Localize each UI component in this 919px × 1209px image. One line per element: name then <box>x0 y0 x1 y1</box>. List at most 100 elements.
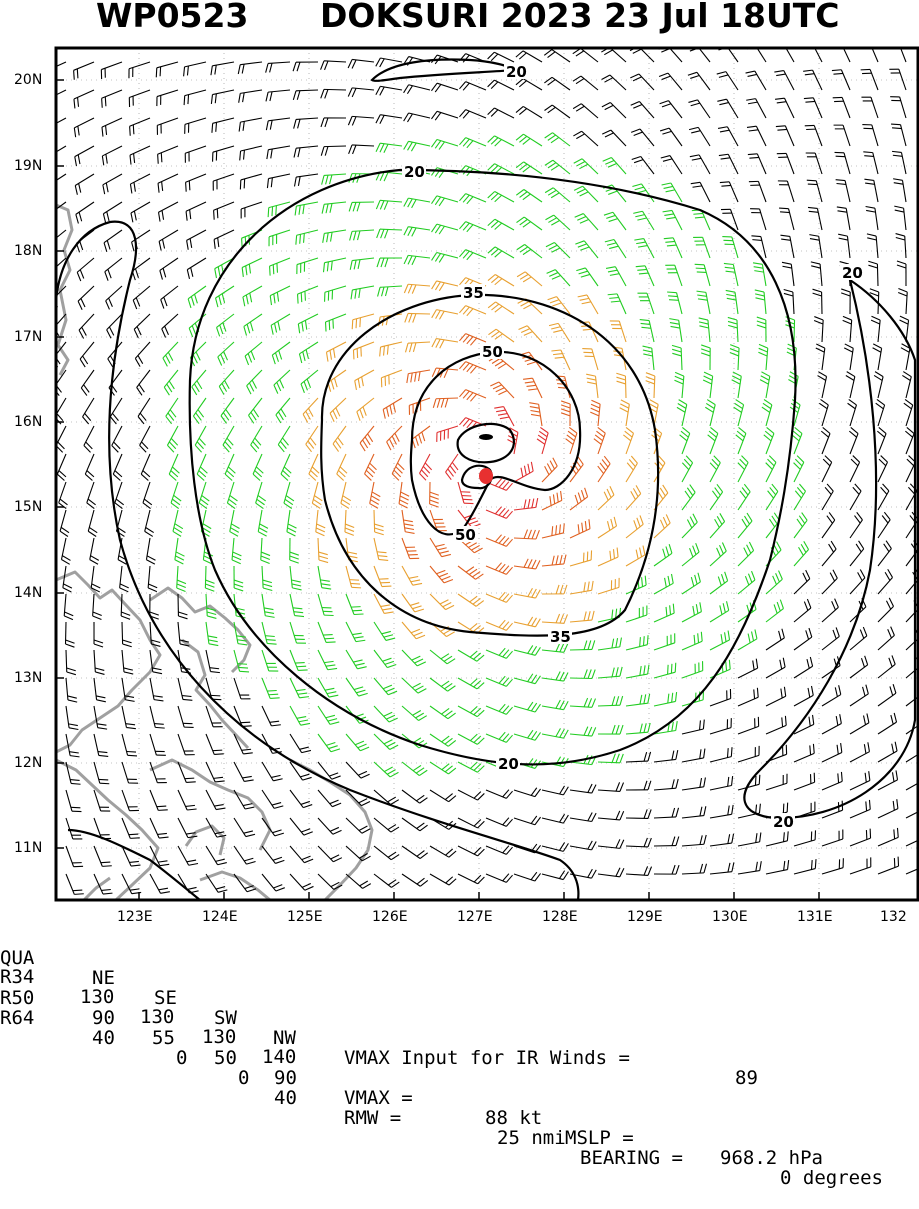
wind-barb-feather <box>292 584 301 586</box>
wind-barb-feather <box>126 724 135 725</box>
wind-barb-feather <box>165 326 169 335</box>
wind-barb-feather <box>888 569 893 577</box>
wind-barb <box>101 62 122 70</box>
wind-barb-feather <box>874 375 882 380</box>
wind-barb <box>626 645 647 650</box>
wind-barb-feather <box>690 548 693 557</box>
wind-barb-feather <box>728 834 730 843</box>
wind-barb-feather <box>578 244 587 247</box>
wind-barb-feather <box>195 294 198 303</box>
wind-barb <box>878 693 896 706</box>
wind-barb <box>710 551 726 566</box>
wind-barb-feather <box>409 577 418 579</box>
wind-barb-feather <box>120 584 129 588</box>
wind-barb <box>677 293 682 314</box>
wind-barb-feather <box>720 605 722 614</box>
wind-barb-feather <box>704 376 713 380</box>
wind-barb-feather <box>544 50 552 56</box>
wind-barb-feather <box>469 521 478 524</box>
wind-barb-feather <box>676 692 677 701</box>
wind-barb-feather <box>47 157 49 166</box>
wind-barb <box>583 214 598 230</box>
wind-barb-feather <box>776 74 785 76</box>
wind-barb-feather <box>420 798 428 803</box>
wind-barb-feather <box>528 702 533 710</box>
wind-barb-feather <box>531 788 537 796</box>
wind-barb-feather <box>751 236 760 237</box>
wind-barb-feather <box>160 864 169 865</box>
wind-barb <box>466 250 486 258</box>
wind-barb-feather <box>103 214 105 223</box>
wind-barb-feather <box>730 345 739 348</box>
wind-barb-feather <box>81 298 85 307</box>
wind-barb-feather <box>270 721 279 722</box>
wind-barb-feather <box>439 198 444 206</box>
wind-barb-feather <box>352 60 356 69</box>
wind-barb <box>106 286 122 301</box>
wind-barb-feather <box>322 588 331 589</box>
wind-barb-feather <box>690 155 699 157</box>
wind-barb-feather <box>391 882 399 887</box>
wind-barb-feather <box>303 414 308 422</box>
wind-barb <box>766 841 787 846</box>
wind-barb-feather <box>295 663 304 664</box>
wind-barb-feather <box>287 528 295 532</box>
wind-barb <box>595 376 598 398</box>
wind-barb <box>845 181 850 202</box>
wind-barb-feather <box>784 687 785 696</box>
wind-barb-feather <box>300 234 301 243</box>
wind-barb-feather <box>415 686 423 690</box>
wind-barb <box>324 202 346 204</box>
wind-barb-feather <box>772 516 777 524</box>
wind-barb <box>878 837 898 846</box>
wind-barb-feather <box>867 714 869 723</box>
wind-barb-feather <box>232 556 241 560</box>
wind-barb-feather <box>548 163 556 168</box>
wind-barb-feather <box>356 319 357 328</box>
wind-barb-feather <box>294 612 303 613</box>
wind-barb-feather <box>561 491 562 500</box>
wind-barb-feather <box>818 372 826 377</box>
wind-barb-feather <box>285 499 293 504</box>
wind-barb-feather <box>695 217 704 218</box>
wind-barb-feather <box>380 144 384 153</box>
wind-barb <box>374 510 375 532</box>
wind-barb <box>402 790 420 803</box>
wind-barb-feather <box>389 439 393 447</box>
wind-barb-feather <box>385 287 387 296</box>
wind-barb-feather <box>524 499 526 508</box>
wind-barb-feather <box>610 551 611 560</box>
wind-barb-feather <box>703 720 704 729</box>
wind-barb-feather <box>808 207 817 208</box>
wind-barb <box>570 590 592 594</box>
wind-barb-feather <box>865 773 866 782</box>
wind-barb-feather <box>707 400 715 405</box>
wind-barb-feather <box>495 361 503 366</box>
wind-barb <box>570 433 577 454</box>
wind-barb-feather <box>191 297 194 306</box>
wind-barb-feather <box>704 864 707 873</box>
wind-barb-feather <box>168 352 172 360</box>
lat-label: 11N <box>14 840 42 856</box>
wind-barb-feather <box>404 255 408 264</box>
wind-barb-feather <box>544 77 552 83</box>
wind-barb <box>458 762 477 772</box>
wind-barb-feather <box>746 71 755 73</box>
wind-barb-feather <box>488 329 496 335</box>
wind-barb-feather <box>588 611 590 620</box>
wind-barb-feather <box>343 496 351 501</box>
wind-barb-feather <box>302 856 311 860</box>
wind-barb-feather <box>435 544 444 546</box>
wind-barb-feather <box>321 118 324 127</box>
wind-barb <box>159 230 178 241</box>
wind-barb-feather <box>245 807 254 809</box>
wind-barb-feather <box>159 241 161 250</box>
row-label: R64 <box>0 1008 34 1028</box>
wind-barb-feather <box>717 72 726 74</box>
wind-barb <box>112 426 122 445</box>
wind-barb <box>199 482 206 503</box>
wind-barb-feather <box>158 183 159 192</box>
wind-barb <box>458 846 478 856</box>
wind-barb-feather <box>386 638 395 640</box>
wind-barb-feather <box>807 659 809 668</box>
